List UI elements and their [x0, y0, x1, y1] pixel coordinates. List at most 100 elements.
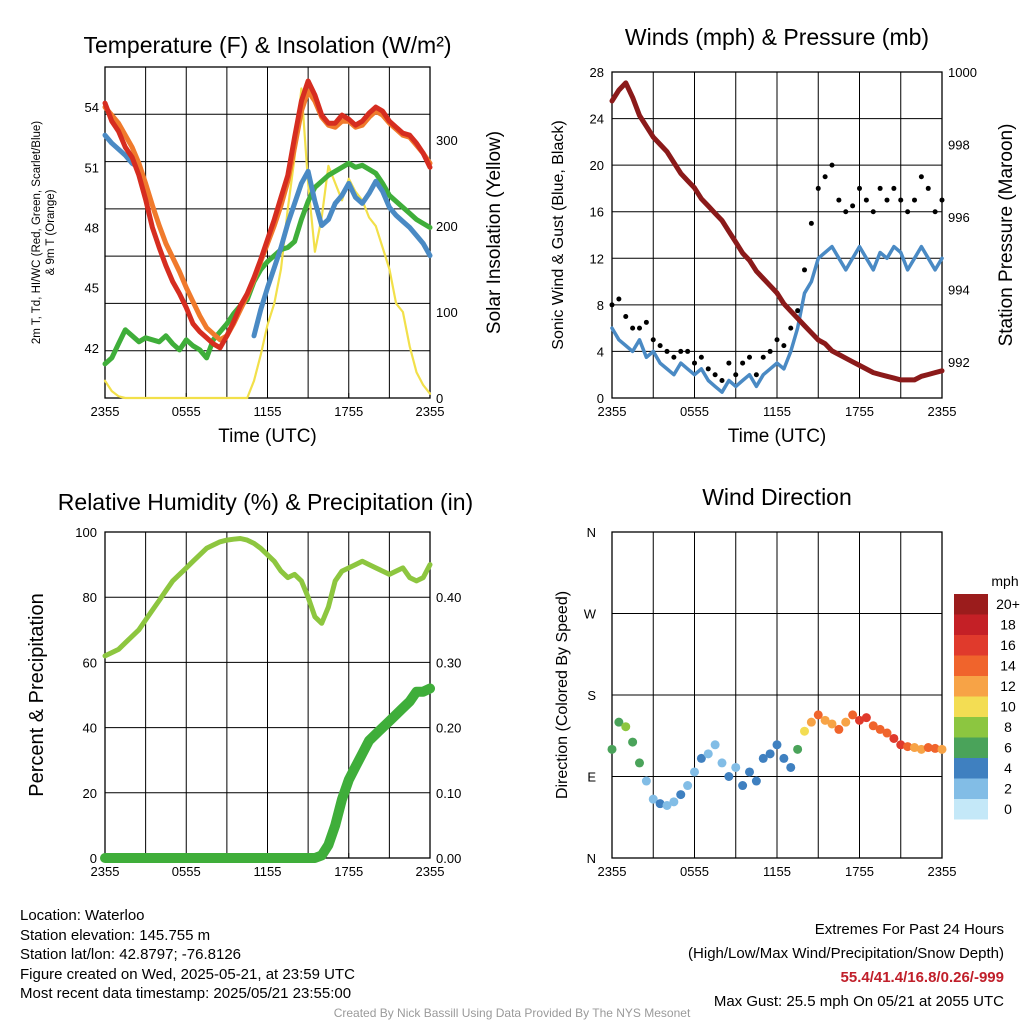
gust-point [630, 325, 636, 331]
x-tick-label: 2355 [928, 864, 957, 879]
y-tick-label-left: 100 [75, 525, 97, 540]
y-tick-label-left: 8 [597, 298, 604, 313]
y-tick-label-right: 0.10 [436, 786, 461, 801]
direction-point [793, 744, 803, 754]
gust-point [891, 185, 897, 191]
series-line-pressure [609, 80, 945, 383]
direction-point [916, 744, 926, 754]
y-tick-label-left: 28 [590, 65, 604, 80]
gust-point [664, 348, 670, 354]
direction-point [662, 800, 672, 810]
extremes-subtitle: (High/Low/Max Wind/Precipitation/Snow De… [688, 945, 1004, 962]
legend-swatch [954, 696, 988, 717]
direction-point [614, 717, 624, 727]
series-line-insolation [103, 87, 432, 400]
x-tick-label: 1155 [254, 404, 282, 419]
x-tick-label: 2355 [598, 864, 627, 879]
direction-point [889, 733, 899, 743]
gust-point [788, 325, 794, 331]
gust-point [650, 337, 656, 343]
y-tick-label-right: 992 [948, 355, 970, 370]
direction-point [683, 781, 693, 791]
legend-swatch [954, 778, 988, 799]
humidity-ylabel-left: Percent & Precipitation [26, 593, 48, 796]
extremes-info: Extremes For Past 24 Hours (High/Low/Max… [688, 918, 1004, 1014]
temperature-ylabel-left: 2m T, Td, HI/WC (Red, Green, Scarlet/Blu… [31, 121, 43, 344]
temperature-ylabel-left-2: & 9m T (Orange) [45, 189, 57, 275]
direction-point [655, 799, 665, 809]
direction-point [765, 749, 775, 759]
gust-point [939, 197, 945, 203]
direction-point [690, 767, 699, 777]
direction-point [896, 740, 906, 750]
gust-point [692, 360, 697, 366]
y-tick-label-left: 0 [90, 851, 97, 866]
legend-label: 10 [1000, 699, 1016, 715]
legend-swatch [954, 737, 988, 758]
direction-point [827, 719, 837, 729]
x-tick-label: 0555 [680, 404, 709, 419]
y-tick-label-left: S [587, 688, 596, 703]
winds-xlabel: Time (UTC) [728, 426, 827, 447]
gust-point [712, 372, 718, 378]
direction-ylabel-left: Direction (Colored By Speed) [554, 591, 571, 799]
gust-point [705, 366, 711, 372]
x-tick-label: 1755 [334, 404, 363, 419]
direction-point [724, 772, 734, 781]
gust-point [912, 197, 917, 203]
y-tick-label-right: 994 [948, 282, 970, 297]
x-tick-label: 1155 [763, 864, 791, 879]
y-tick-label-left: 51 [85, 160, 99, 175]
direction-point [848, 710, 858, 720]
gust-point [685, 348, 691, 354]
y-tick-label-left: 16 [590, 205, 604, 220]
gust-point [740, 360, 746, 366]
x-tick-label: 1755 [334, 864, 363, 879]
gust-point [643, 319, 649, 325]
x-tick-label: 2355 [416, 864, 445, 879]
y-tick-label-left: 80 [83, 590, 97, 605]
direction-point [772, 740, 782, 750]
y-tick-label-left: E [587, 770, 596, 785]
gust-point [753, 372, 759, 378]
gust-point [726, 360, 732, 366]
x-tick-label: 2355 [416, 404, 445, 419]
legend-swatch [954, 758, 988, 779]
legend-label: 0 [1004, 801, 1012, 817]
x-tick-label: 2355 [91, 404, 120, 419]
direction-point [641, 776, 651, 786]
series-line-2mt [102, 78, 433, 351]
y-tick-label-right: 0.20 [436, 721, 461, 736]
direction-point [669, 797, 679, 807]
gust-point [918, 174, 924, 180]
gust-point [637, 325, 642, 331]
gust-point [870, 209, 876, 215]
legend-label: 20+ [996, 596, 1020, 612]
direction-grid: 2355 0555 1155 1755 2355 [598, 531, 957, 879]
direction-point [937, 744, 947, 754]
gust-point [774, 337, 780, 343]
direction-point [820, 715, 830, 725]
direction-point [648, 794, 658, 804]
y-tick-label-left: 48 [85, 220, 99, 235]
legend-swatch [954, 614, 988, 635]
gust-point [822, 174, 828, 180]
legend-swatch [954, 799, 988, 820]
y-tick-label-right: 200 [436, 219, 458, 234]
gust-point [925, 185, 931, 191]
x-tick-label: 1155 [254, 864, 282, 879]
temperature-xlabel: Time (UTC) [218, 426, 317, 447]
gust-point [850, 203, 856, 209]
legend-label: 18 [1000, 617, 1016, 633]
extremes-title: Extremes For Past 24 Hours [814, 921, 1004, 938]
gust-point [678, 348, 684, 354]
gust-point [698, 354, 704, 360]
direction-point [882, 728, 892, 738]
direction-point [930, 743, 940, 753]
series-line-sonicwind [610, 244, 944, 394]
direction-point [676, 790, 686, 800]
y-tick-label-left: W [584, 607, 597, 622]
winds-grid: 2355 0555 1155 1755 2355 [598, 71, 956, 419]
direction-point [779, 753, 789, 763]
extremes-values: 55.4/41.4/16.8/0.26/-999 [840, 969, 1004, 986]
